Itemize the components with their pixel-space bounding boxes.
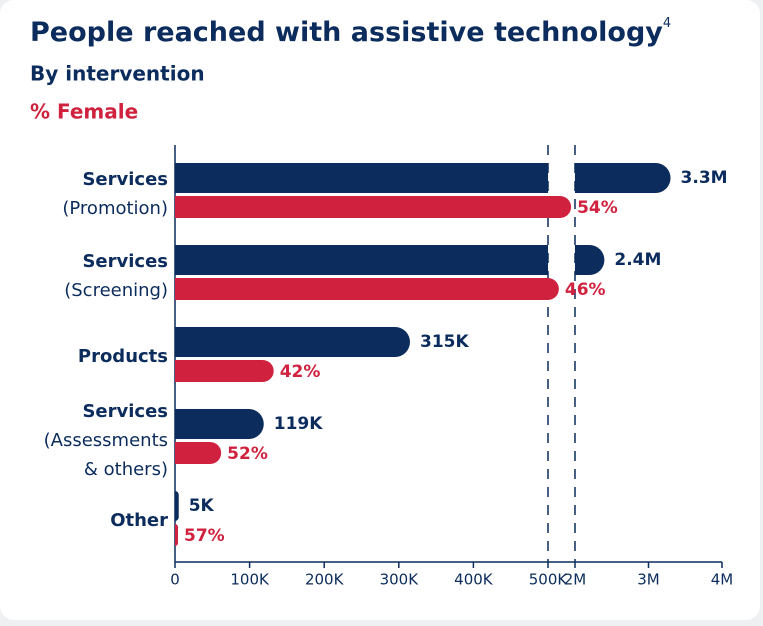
category-label: Services — [82, 251, 168, 272]
x-tick-label: 2M — [564, 571, 587, 589]
value-label: 119K — [274, 414, 323, 434]
x-tick-label: 4M — [711, 571, 734, 589]
value-label: 2.4M — [614, 250, 661, 270]
bar — [575, 245, 605, 275]
x-tick-label: 0 — [170, 571, 180, 589]
bar — [175, 360, 274, 382]
bar — [175, 163, 548, 193]
bar — [175, 491, 179, 521]
bar — [175, 245, 548, 275]
value-label: 315K — [420, 332, 469, 352]
x-tick-label: 300K — [380, 571, 420, 589]
category-note: (Promotion) — [62, 198, 168, 219]
title-footnote: 4 — [663, 16, 671, 31]
value-label: 3.3M — [681, 168, 728, 188]
x-tick-label: 500K — [529, 571, 569, 589]
x-tick-label: 200K — [305, 571, 345, 589]
category-note: (Assessments — [44, 430, 168, 451]
category-note: (Screening) — [64, 280, 168, 301]
value-label: 5K — [189, 496, 215, 516]
annotation: % Female — [30, 100, 138, 124]
value-label: 52% — [227, 444, 268, 464]
category-label: Services — [82, 169, 168, 190]
x-tick-label: 100K — [230, 571, 270, 589]
bar — [575, 162, 671, 193]
value-label: 42% — [280, 362, 321, 382]
title-text: People reached with assistive technology — [30, 17, 663, 48]
category-label: Services — [82, 401, 168, 422]
subtitle: By intervention — [30, 62, 205, 86]
bar — [175, 327, 410, 357]
bar — [175, 278, 559, 300]
bar — [175, 524, 178, 546]
value-label: 57% — [184, 526, 225, 546]
category-label: Products — [78, 346, 168, 367]
bar — [175, 442, 222, 464]
bar — [175, 409, 264, 439]
x-tick-label: 3M — [637, 571, 660, 589]
value-label: 46% — [565, 280, 606, 300]
chart-title: People reached with assistive technology… — [30, 16, 671, 48]
value-label: 54% — [577, 198, 618, 218]
bar — [175, 196, 572, 218]
category-note: & others) — [84, 459, 168, 480]
x-tick-label: 400K — [454, 571, 494, 589]
category-label: Other — [110, 510, 168, 531]
